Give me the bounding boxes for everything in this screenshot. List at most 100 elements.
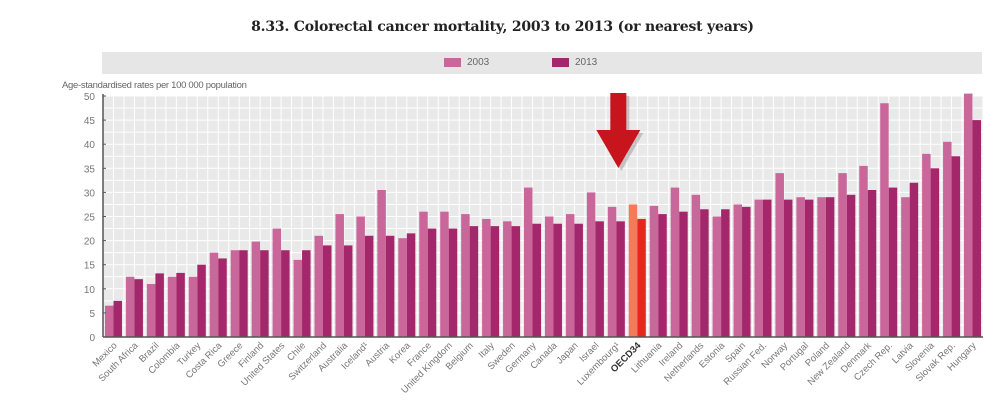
bar-2003 (482, 218, 491, 337)
bar-2003 (461, 214, 470, 337)
legend-item-2013: 2013 (552, 57, 597, 69)
bar-2013 (343, 245, 353, 337)
bar-2003 (167, 276, 177, 337)
bar-2013 (490, 226, 500, 337)
bar-2003 (209, 252, 219, 337)
bar-2003 (586, 192, 596, 337)
bar-2013 (113, 300, 122, 337)
bar-2013 (972, 120, 982, 337)
bar-2013 (323, 245, 332, 337)
bar-2013 (637, 218, 646, 337)
y-axis-label: Age-standardised rates per 100 000 popul… (62, 80, 247, 91)
bar-2003 (607, 206, 617, 337)
bar-2003 (838, 173, 847, 337)
bar-2013 (888, 187, 898, 337)
legend-label-2013: 2013 (575, 57, 598, 68)
bar-2003 (188, 276, 198, 337)
bar-2003 (230, 250, 240, 337)
bar-2003 (356, 216, 365, 337)
y-tick-label: 15 (84, 261, 96, 272)
bar-2003 (524, 187, 533, 337)
bar-2003 (104, 305, 114, 337)
bar-2013 (825, 197, 835, 337)
y-tick-label: 10 (84, 285, 96, 296)
bar-2013 (763, 199, 772, 337)
bar-2003 (251, 241, 261, 337)
bar-2003 (125, 276, 135, 337)
bar-2013 (595, 221, 604, 337)
bar-2003 (544, 216, 554, 337)
legend-label-2003: 2003 (467, 57, 490, 68)
bar-2003 (314, 235, 323, 337)
legend-swatch-2013 (552, 57, 569, 67)
bar-2013 (679, 211, 688, 337)
bar-2013 (616, 221, 625, 337)
bar-2003 (964, 93, 973, 337)
bar-2003 (796, 197, 805, 337)
bar-2013 (721, 209, 730, 337)
chart-title: 8.33. Colorectal cancer mortality, 2003 … (251, 19, 754, 35)
bar-2003 (901, 197, 910, 337)
bar-2013 (742, 206, 751, 337)
x-tick-label: Japan (554, 340, 580, 366)
bar-2003 (272, 228, 282, 337)
legend-item-2003: 2003 (444, 57, 489, 69)
bar-2003 (943, 141, 952, 337)
bar-2013 (406, 233, 416, 337)
bar-2003 (293, 259, 303, 337)
bar-2013 (469, 226, 479, 337)
bar-2013 (804, 199, 814, 337)
bar-2013 (511, 226, 521, 337)
legend-swatch-2003 (444, 57, 461, 67)
x-tick-label: Austria (363, 340, 392, 369)
bar-2003 (775, 173, 784, 337)
bar-2013 (134, 279, 143, 337)
y-tick-label: 50 (84, 92, 96, 103)
bar-2013 (867, 189, 877, 337)
bar-2003 (733, 204, 743, 337)
bar-2003 (503, 221, 512, 337)
bar-2013 (930, 168, 940, 337)
bar-2003 (859, 165, 868, 337)
bar-2003 (670, 187, 680, 337)
bar-2013 (385, 235, 395, 337)
y-tick-label: 5 (89, 309, 95, 320)
bar-2013 (281, 250, 290, 337)
bar-2003 (628, 204, 638, 337)
y-tick-label: 20 (84, 237, 96, 248)
bar-2013 (846, 194, 856, 337)
bar-2013 (155, 273, 164, 337)
bar-2003 (754, 199, 763, 337)
y-tick-label: 0 (89, 333, 95, 344)
y-tick-label: 25 (84, 213, 96, 224)
bar-2013 (260, 250, 269, 337)
bar-2013 (658, 214, 667, 337)
y-tick-label: 45 (84, 116, 96, 127)
bar-2013 (197, 264, 206, 337)
bar-2013 (427, 228, 437, 337)
bar-2003 (146, 283, 156, 337)
bar-2003 (817, 197, 826, 337)
bar-2003 (649, 205, 659, 337)
bar-2013 (783, 199, 793, 337)
bar-2003 (335, 214, 344, 337)
bar-2003 (440, 211, 449, 337)
bar-2013 (951, 156, 961, 337)
legend: 2003 2013 (102, 52, 982, 74)
bar-2003 (880, 103, 889, 337)
bar-2013 (239, 250, 248, 337)
bar-2003 (691, 194, 701, 337)
bar-2013 (176, 272, 185, 337)
bar-2013 (302, 250, 311, 337)
y-tick-label: 35 (84, 164, 96, 175)
bar-2013 (700, 209, 709, 337)
annotation-arrow-icon (596, 93, 644, 171)
y-tick-label: 40 (84, 140, 96, 151)
bar-2013 (218, 258, 227, 337)
bar-2013 (909, 182, 919, 337)
bar-2003 (922, 153, 931, 337)
bar-2003 (565, 214, 575, 337)
y-tick-label: 30 (84, 188, 96, 199)
bar-2013 (364, 235, 374, 337)
